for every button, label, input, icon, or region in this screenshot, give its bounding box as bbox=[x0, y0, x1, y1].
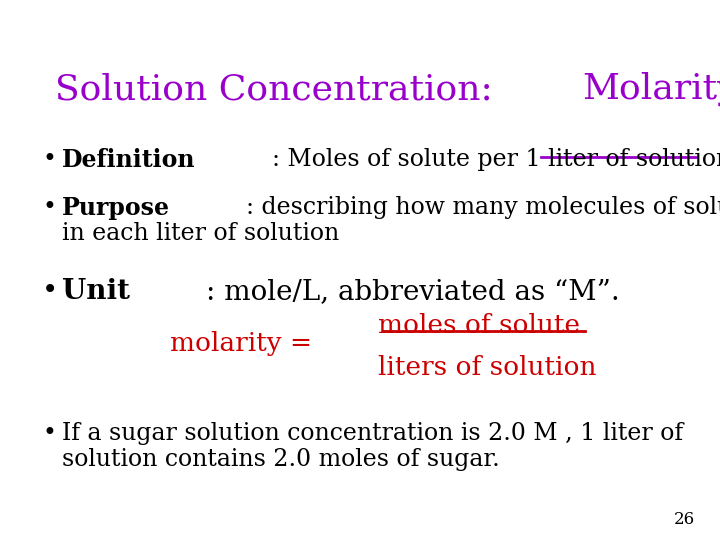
Text: moles of solute: moles of solute bbox=[378, 313, 580, 338]
Text: Purpose: Purpose bbox=[62, 196, 170, 220]
Text: solution contains 2.0 moles of sugar.: solution contains 2.0 moles of sugar. bbox=[62, 448, 500, 471]
Text: : Moles of solute per 1 liter of solution: : Moles of solute per 1 liter of solutio… bbox=[271, 148, 720, 171]
Text: : mole/L, abbreviated as “M”.: : mole/L, abbreviated as “M”. bbox=[206, 278, 620, 305]
Text: Molarity: Molarity bbox=[582, 72, 720, 106]
Text: liters of solution: liters of solution bbox=[378, 355, 597, 380]
Text: •: • bbox=[42, 196, 56, 219]
Text: •: • bbox=[42, 278, 58, 305]
Text: •: • bbox=[42, 148, 56, 171]
Text: molarity =: molarity = bbox=[170, 331, 320, 356]
Text: If a sugar solution concentration is 2.0 M , 1 liter of: If a sugar solution concentration is 2.0… bbox=[62, 422, 683, 445]
Text: Unit: Unit bbox=[62, 278, 130, 305]
Text: : describing how many molecules of solute: : describing how many molecules of solut… bbox=[246, 196, 720, 219]
Text: •: • bbox=[42, 422, 56, 445]
Text: Definition: Definition bbox=[62, 148, 196, 172]
Text: in each liter of solution: in each liter of solution bbox=[62, 222, 339, 245]
Text: 26: 26 bbox=[674, 511, 695, 528]
Text: Solution Concentration:: Solution Concentration: bbox=[55, 72, 504, 106]
